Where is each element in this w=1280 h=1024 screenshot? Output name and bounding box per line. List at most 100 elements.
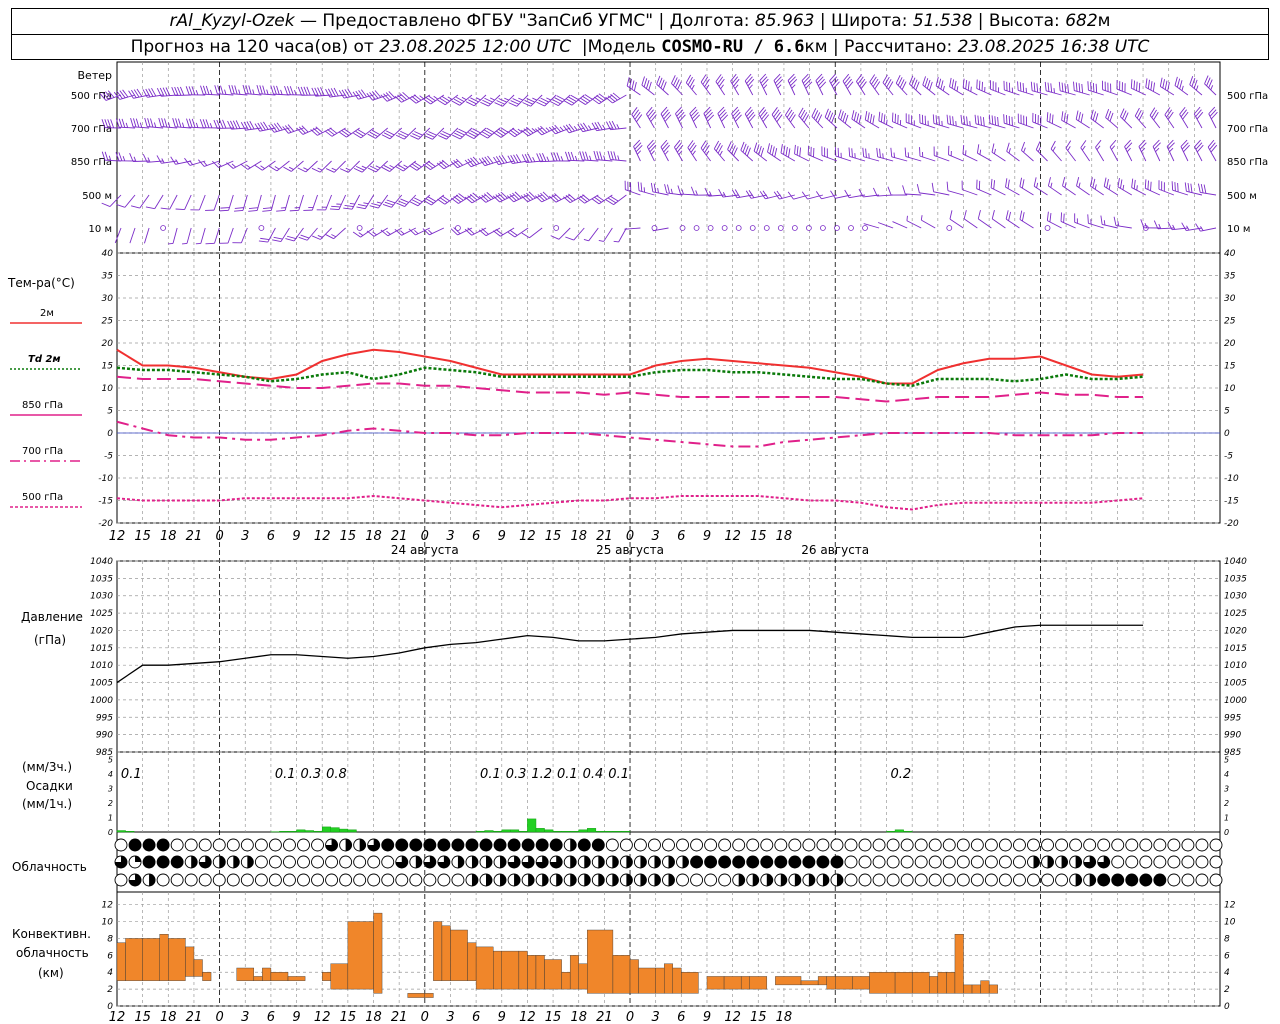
convective-bar <box>638 967 656 994</box>
wind-barb-flag <box>509 229 518 236</box>
wind-barb-flag <box>671 75 676 84</box>
wind-barb-flag <box>136 88 143 97</box>
pressure-labels: Давление (гПа) <box>21 610 83 647</box>
wind-barb-flag <box>1125 142 1133 150</box>
wind-barb-flag <box>690 186 696 196</box>
wind-barb-flag <box>1204 75 1209 85</box>
wind-barb-flag <box>285 238 295 242</box>
cloud-symbol <box>254 855 268 869</box>
wind-barb-flag <box>271 123 278 132</box>
wind-level-label-right: 500 м <box>1227 191 1257 202</box>
wind-barb-flag <box>461 96 467 101</box>
cloud-symbol-fill <box>115 856 127 868</box>
cloud-symbol-fill <box>514 874 521 886</box>
wind-barb-flag <box>904 147 907 157</box>
cloud-symbol <box>732 855 746 869</box>
tick-label-right: -20 <box>1224 519 1239 529</box>
wind-barb-flag <box>467 195 475 202</box>
wind-barb-flag <box>384 201 394 206</box>
cloud-symbol <box>325 873 339 887</box>
wind-barb-flag <box>869 74 876 83</box>
wind-barb-flag <box>931 182 935 192</box>
wind-barb-flag <box>128 90 134 99</box>
wind-barb-flag <box>733 147 738 156</box>
wind-barb-flag <box>191 86 196 96</box>
wind-barb-flag <box>689 79 695 88</box>
wind-barb-flag <box>1193 79 1198 89</box>
wind-barb-flag <box>731 76 739 84</box>
wind-barb-flag <box>234 207 244 209</box>
cloud-symbol <box>1139 873 1153 887</box>
wind-barb-flag <box>1092 178 1096 188</box>
cloud-symbol <box>928 838 942 852</box>
wind-barb-flag <box>963 115 966 125</box>
cloud-symbol-fill <box>836 874 843 886</box>
wind-barb-flag <box>653 183 657 193</box>
cloud-symbol <box>1153 873 1167 887</box>
wind-barb-flag <box>845 78 852 87</box>
tick-label-right: 10 <box>1224 918 1236 928</box>
wind-barb-flag <box>231 163 237 168</box>
wind-barb-flag <box>472 128 481 134</box>
wind-calm-mark <box>356 225 363 231</box>
wind-barb-flag <box>493 132 502 138</box>
wind-barb-flag <box>496 100 505 105</box>
cloud-symbol <box>226 838 240 852</box>
cloud-symbol <box>325 855 339 869</box>
precip-panel-frame <box>116 751 1221 833</box>
wind-barb-flag <box>1191 77 1196 87</box>
wind-barb-flag <box>371 202 381 207</box>
precip-bar <box>552 831 562 833</box>
wind-barb-flag <box>1017 81 1019 91</box>
wind-barb-staff <box>892 221 908 229</box>
wind-barb-flag <box>582 122 589 131</box>
forecast-prefix: Прогноз на 120 часа(ов) от <box>130 37 374 57</box>
wind-barb-flag <box>727 141 732 150</box>
wind-barb-flag <box>1134 107 1140 117</box>
wind-barb-flag <box>721 114 729 122</box>
wind-barb-flag <box>942 85 945 91</box>
wind-barb-flag <box>1047 177 1051 187</box>
wind-barb-staff <box>169 194 178 210</box>
wind-barb-flag <box>867 112 870 122</box>
wind-barb-flag <box>1195 142 1203 150</box>
tick-label-right: 8 <box>1224 934 1230 944</box>
wind-barb-flag <box>1145 78 1148 88</box>
wind-barb-flag <box>1089 177 1093 187</box>
tick-label-right: 1010 <box>1224 661 1247 671</box>
wind-barb-flag <box>534 128 543 136</box>
cloud-symbol <box>521 838 535 852</box>
wind-barb-flag <box>266 89 269 95</box>
wind-barb-flag <box>414 197 423 203</box>
wind-barb-flag <box>478 229 487 237</box>
wind-barb-flag <box>164 118 168 128</box>
wind-barb-flag <box>498 192 506 200</box>
wind-barb-flag <box>260 165 265 169</box>
wind-calm-mark <box>820 225 826 231</box>
wind-barb-flag <box>946 114 949 124</box>
wind-barb-flag <box>859 78 866 87</box>
wind-barb-flag <box>1111 145 1116 150</box>
wind-barb-flag <box>353 167 363 173</box>
convective-title-2: облачность <box>16 946 89 960</box>
wind-barb-flag <box>1066 114 1069 124</box>
wind-barb-flag <box>510 155 516 164</box>
wind-barb-staff <box>877 222 894 229</box>
wind-barb-flag <box>355 165 365 171</box>
cloud-symbol-fill <box>550 856 563 868</box>
cloud-symbol <box>437 838 451 852</box>
wind-barb-flag <box>472 156 480 164</box>
wind-barb-flag <box>353 132 362 139</box>
cloud-symbol <box>1181 873 1195 887</box>
wind-barb-flag <box>1019 177 1023 187</box>
wind-barb-flag <box>687 76 693 86</box>
separator: | <box>658 11 665 31</box>
wind-barb-flag <box>520 195 528 203</box>
wind-barb-flag <box>468 132 477 138</box>
wind-barb-flag <box>536 153 541 162</box>
wind-barb-flag <box>125 122 129 128</box>
cloud-symbol-fill <box>668 874 675 886</box>
convective-bar <box>894 972 913 994</box>
wind-barb-flag <box>231 85 235 95</box>
